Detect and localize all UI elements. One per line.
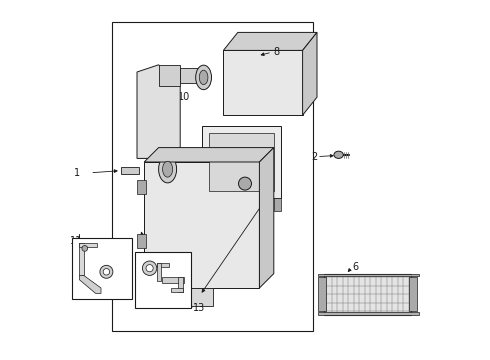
Bar [409,277,417,311]
Text: 8: 8 [273,47,279,57]
Ellipse shape [163,161,172,177]
Bar [137,234,146,248]
Polygon shape [303,32,317,115]
Ellipse shape [159,156,176,183]
Text: 14: 14 [162,272,174,282]
Text: 10: 10 [178,92,191,102]
Bar [318,277,326,311]
Bar [318,274,418,276]
Bar [324,274,411,315]
Bar [112,22,314,331]
Bar [121,167,139,174]
Ellipse shape [199,70,208,85]
Polygon shape [137,65,180,158]
Ellipse shape [146,265,153,272]
Text: 5: 5 [268,193,274,203]
Bar [178,277,183,292]
Bar [144,162,259,288]
Text: 6: 6 [352,262,358,272]
Text: 1: 1 [74,168,80,178]
Bar [180,68,202,83]
Bar [157,263,170,267]
Ellipse shape [103,269,110,275]
Bar [79,243,98,247]
Bar [79,243,84,275]
Bar [137,180,146,194]
Text: 9: 9 [139,296,146,306]
Polygon shape [223,32,317,50]
Ellipse shape [82,246,88,251]
Bar [157,263,161,281]
Text: 11: 11 [71,236,83,246]
Polygon shape [79,275,101,293]
Text: 10: 10 [147,247,159,257]
Bar [162,277,184,283]
Ellipse shape [143,261,157,275]
Bar [223,50,303,115]
Polygon shape [159,65,180,86]
Bar [274,198,281,211]
Text: 9: 9 [139,283,146,293]
Text: 13: 13 [193,303,205,313]
Bar [162,288,213,306]
Text: 2: 2 [311,152,317,162]
Bar [202,126,281,198]
Ellipse shape [100,265,113,278]
Text: 7: 7 [257,146,263,156]
Ellipse shape [334,151,343,158]
Text: 4: 4 [259,175,265,185]
Bar [171,288,183,292]
Bar [209,133,274,191]
Polygon shape [144,148,274,162]
Ellipse shape [239,177,251,190]
Ellipse shape [196,65,212,90]
Bar [318,312,418,315]
Text: 3: 3 [268,157,274,167]
Bar [72,238,132,299]
Polygon shape [259,148,274,288]
Text: 12: 12 [89,269,101,279]
Bar [135,252,191,308]
